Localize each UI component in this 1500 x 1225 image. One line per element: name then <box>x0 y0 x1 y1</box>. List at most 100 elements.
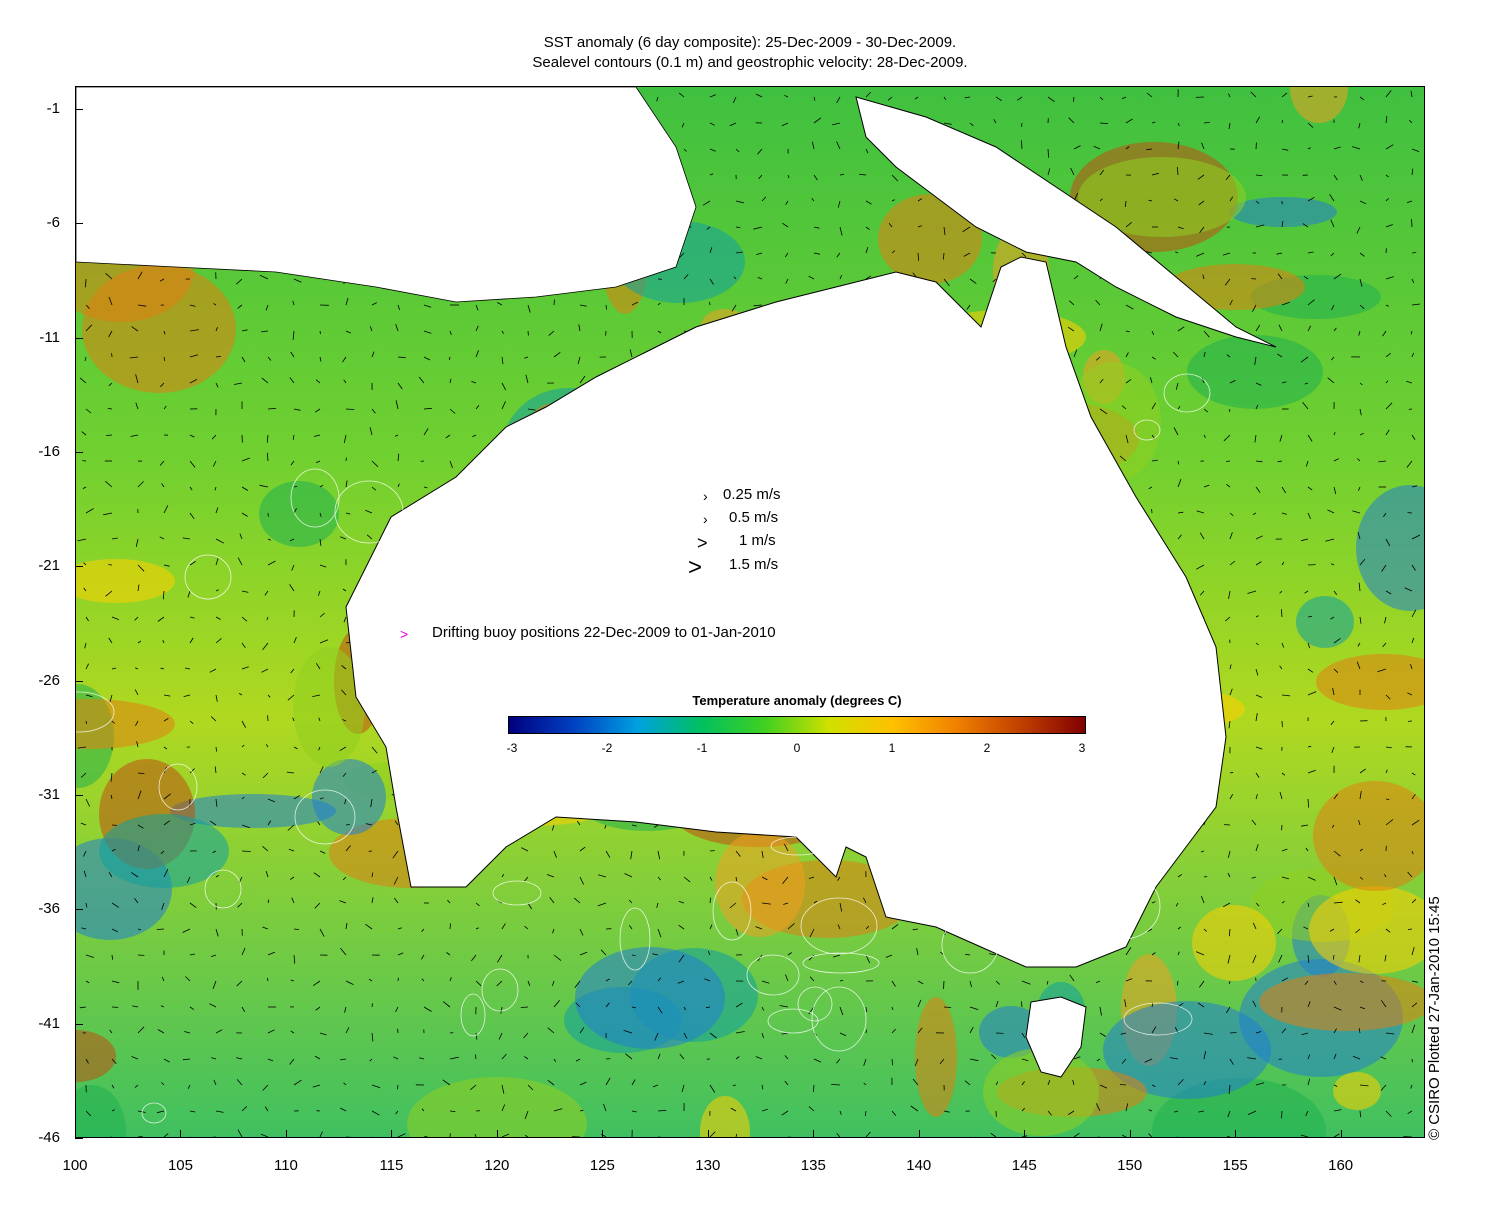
velocity-vector <box>501 873 505 878</box>
velocity-vector <box>210 716 217 722</box>
velocity-vector <box>1255 772 1260 778</box>
sealevel-contour <box>770 836 826 856</box>
velocity-vector <box>108 330 113 338</box>
velocity-vector <box>267 356 272 361</box>
velocity-vector <box>1070 167 1075 176</box>
velocity-vector <box>1225 174 1231 181</box>
velocity-vector <box>1125 352 1129 358</box>
velocity-vector <box>501 923 506 930</box>
velocity-vector <box>808 275 815 280</box>
velocity-vector <box>1300 356 1309 363</box>
velocity-vector <box>1411 219 1413 228</box>
velocity-vector <box>501 1133 510 1137</box>
velocity-vector <box>891 1006 894 1011</box>
velocity-vector <box>293 795 301 800</box>
velocity-vector <box>397 1084 399 1090</box>
velocity-vector <box>1329 928 1335 932</box>
velocity-vector <box>624 873 633 878</box>
velocity-vector <box>1355 928 1361 934</box>
velocity-vector <box>317 590 321 596</box>
velocity-vector <box>1333 327 1337 332</box>
velocity-vector <box>1072 96 1075 102</box>
velocity-vector <box>657 876 662 881</box>
velocity-vector <box>267 452 269 462</box>
velocity-vector <box>839 1006 844 1016</box>
velocity-vector <box>131 872 139 878</box>
x-tick-mark <box>918 1130 920 1138</box>
velocity-vector <box>1307 1001 1311 1008</box>
velocity-vector <box>1199 980 1205 988</box>
velocity-vector <box>735 1031 745 1034</box>
velocity-vector <box>111 1109 115 1112</box>
sealevel-contour <box>966 806 1032 850</box>
velocity-vector <box>1099 378 1104 384</box>
velocity-vector <box>1327 509 1335 514</box>
sealevel-contour <box>334 480 404 544</box>
velocity-vector <box>267 538 272 541</box>
anomaly-patch <box>1192 905 1276 981</box>
velocity-vector <box>1228 122 1231 130</box>
velocity-vector <box>1177 406 1181 410</box>
velocity-vector <box>1385 90 1392 98</box>
velocity-vector <box>1301 538 1309 542</box>
velocity-vector <box>1047 168 1051 176</box>
velocity-vector <box>501 330 505 334</box>
anomaly-patch <box>1103 1001 1271 1099</box>
velocity-vector <box>163 505 169 514</box>
velocity-vector <box>1385 224 1393 228</box>
velocity-vector <box>1281 848 1288 852</box>
velocity-vector <box>371 351 375 358</box>
velocity-vector <box>1329 194 1335 202</box>
velocity-vector <box>781 122 789 127</box>
velocity-vector <box>189 1006 195 1010</box>
velocity-vector <box>343 1082 347 1086</box>
velocity-vector <box>397 952 404 956</box>
velocity-vector <box>735 876 738 882</box>
velocity-vector <box>293 928 300 930</box>
velocity-vector <box>546 874 555 878</box>
velocity-vector <box>657 330 662 334</box>
velocity-vector <box>1411 772 1416 776</box>
velocity-vector <box>1330 252 1335 257</box>
sealevel-contour <box>941 916 999 974</box>
velocity-vector <box>1198 200 1205 206</box>
velocity-vector <box>1281 148 1289 151</box>
velocity-vector <box>917 1027 923 1034</box>
velocity-vector <box>706 226 711 230</box>
velocity-vector <box>183 694 191 697</box>
velocity-vector <box>1176 1136 1178 1137</box>
velocity-vector <box>1202 274 1205 280</box>
velocity-vector <box>137 584 140 592</box>
velocity-vector <box>1357 642 1361 647</box>
velocity-vector <box>808 876 815 879</box>
velocity-vector <box>497 954 503 963</box>
colorbar-tick-label: 2 <box>983 741 991 755</box>
velocity-vector <box>475 325 479 332</box>
velocity-vector <box>628 980 633 986</box>
x-tick-label: 160 <box>1328 1157 1354 1174</box>
velocity-vector <box>1411 898 1417 904</box>
x-tick-mark <box>602 1130 604 1138</box>
velocity-vector <box>342 876 347 881</box>
velocity-vector <box>1175 902 1179 907</box>
velocity-vector <box>969 1026 974 1034</box>
velocity-vector <box>395 400 399 410</box>
velocity-vector <box>654 1032 659 1041</box>
y-tick-mark <box>75 337 83 339</box>
velocity-vector <box>159 536 165 540</box>
velocity-vector <box>1099 1006 1102 1016</box>
velocity-vector <box>1411 850 1414 855</box>
velocity-vector <box>135 402 139 410</box>
sealevel-contour <box>925 498 947 518</box>
velocity-vector <box>1411 303 1421 306</box>
velocity-vector <box>1302 223 1309 228</box>
velocity-vector <box>966 304 971 310</box>
velocity-vector <box>241 947 246 956</box>
velocity-vector <box>779 1005 789 1008</box>
velocity-vector <box>1099 408 1108 415</box>
velocity-vector <box>182 537 191 540</box>
velocity-vector <box>290 460 295 466</box>
velocity-vector <box>241 590 249 593</box>
velocity-vector <box>340 947 347 956</box>
anomaly-patch <box>715 831 805 937</box>
